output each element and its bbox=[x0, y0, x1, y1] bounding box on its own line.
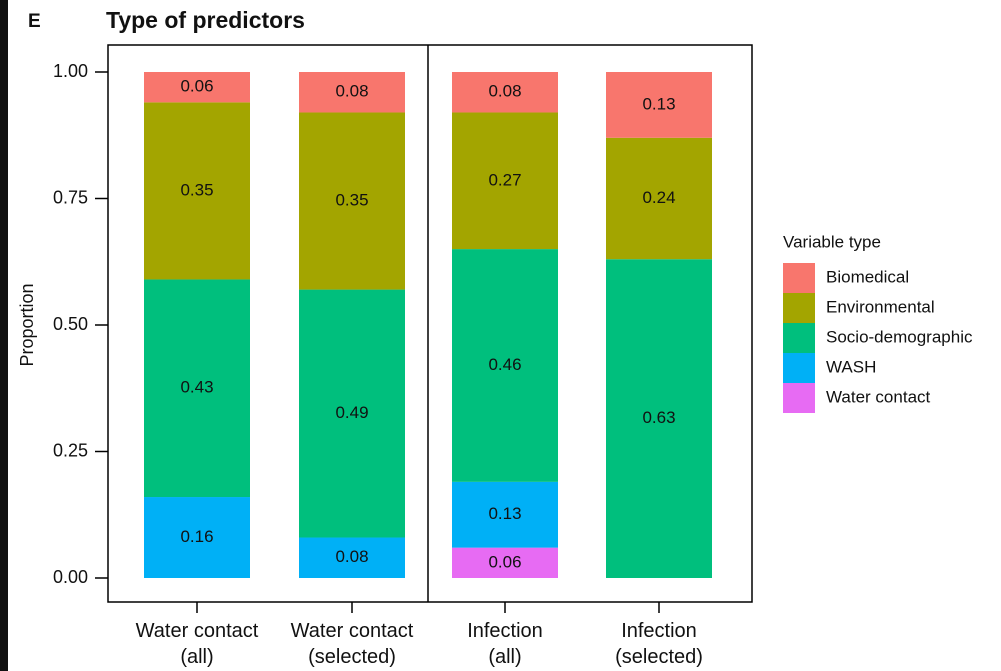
plot-frame bbox=[107, 44, 753, 603]
y-tick-label: 0.25 bbox=[53, 440, 88, 460]
data-label: 0.27 bbox=[488, 170, 521, 189]
data-label: 0.06 bbox=[180, 77, 213, 96]
bar-segment bbox=[452, 547, 558, 578]
data-label: 0.06 bbox=[488, 552, 521, 571]
bar-segment bbox=[452, 72, 558, 113]
data-label: 0.49 bbox=[335, 403, 368, 422]
legend-key bbox=[783, 293, 815, 323]
bar-segment bbox=[452, 481, 558, 548]
legend-label: Biomedical bbox=[826, 267, 909, 286]
bar-segment bbox=[606, 137, 712, 260]
data-label: 0.13 bbox=[642, 94, 675, 113]
bar-segment bbox=[299, 289, 405, 538]
data-label: 0.24 bbox=[642, 188, 675, 207]
y-tick-label: 0.50 bbox=[53, 314, 88, 334]
legend-label: WASH bbox=[826, 357, 876, 376]
x-tick-label: Infection (selected) bbox=[615, 620, 703, 668]
data-label: 0.35 bbox=[180, 180, 213, 199]
edge-strip bbox=[0, 0, 8, 671]
bar-segment bbox=[144, 102, 250, 280]
data-label: 0.13 bbox=[488, 504, 521, 523]
legend-label: Socio-demographic bbox=[826, 327, 973, 346]
y-tick-label: 0.00 bbox=[53, 567, 88, 587]
data-label: 0.63 bbox=[642, 408, 675, 427]
bar-segment bbox=[452, 112, 558, 250]
legend-key bbox=[783, 263, 815, 293]
bar-segment bbox=[452, 249, 558, 482]
legend-key bbox=[783, 323, 815, 353]
data-label: 0.43 bbox=[180, 378, 213, 397]
y-tick-label: 1.00 bbox=[53, 61, 88, 81]
bar-segment bbox=[606, 259, 712, 578]
legend-label: Water contact bbox=[826, 387, 931, 406]
bar-segment bbox=[606, 72, 712, 138]
bar-segment bbox=[144, 497, 250, 578]
bar-segment bbox=[299, 537, 405, 578]
x-tick-label: Infection (all) bbox=[467, 620, 543, 668]
y-tick-label: 0.75 bbox=[53, 187, 88, 207]
bar-segment bbox=[299, 72, 405, 113]
bar-segment bbox=[299, 112, 405, 290]
legend-key bbox=[783, 383, 815, 413]
legend-label: Environmental bbox=[826, 297, 935, 316]
y-axis-label: Proportion bbox=[17, 283, 37, 366]
data-label: 0.08 bbox=[488, 82, 521, 101]
bar-segment bbox=[144, 72, 250, 103]
bar-segment bbox=[144, 279, 250, 498]
x-tick-label: Water contact (selected) bbox=[291, 620, 414, 668]
data-label: 0.35 bbox=[335, 191, 368, 210]
x-tick-label: Water contact (all) bbox=[136, 620, 259, 668]
legend-title: Variable type bbox=[783, 232, 881, 251]
panel-label: E bbox=[28, 11, 41, 32]
data-label: 0.16 bbox=[180, 527, 213, 546]
legend-key bbox=[783, 353, 815, 383]
chart-title: Type of predictors bbox=[106, 7, 305, 33]
data-label: 0.46 bbox=[488, 355, 521, 374]
data-label: 0.08 bbox=[335, 82, 368, 101]
data-label: 0.08 bbox=[335, 547, 368, 566]
